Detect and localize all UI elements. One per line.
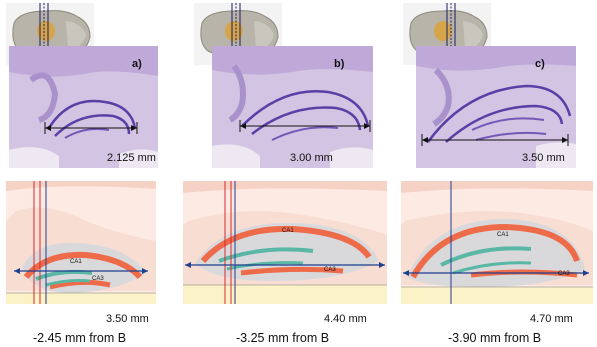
section-measure-b: 3.00 mm	[290, 152, 333, 164]
nissl-section-b	[212, 46, 373, 168]
panel-letter-c: c)	[535, 58, 545, 70]
atlas-measure-a: 3.50 mm	[106, 313, 149, 325]
caption-c: -3.90 mm from B	[448, 331, 542, 345]
atlas-measure-c: 4.70 mm	[530, 313, 573, 325]
atlas-ca1-label-b: CA1	[282, 228, 294, 234]
section-measure-a: 2.125 mm	[107, 152, 156, 164]
atlas-ca1-label-a: CA1	[70, 259, 82, 265]
atlas-diagram-b	[183, 181, 387, 304]
atlas-measure-b: 4.40 mm	[324, 313, 367, 325]
atlas-ca1-label-c: CA1	[497, 232, 509, 238]
atlas-ca3-label-c: CA3	[558, 271, 570, 277]
atlas-ca3-label-b: CA3	[324, 267, 336, 273]
atlas-diagram-c	[401, 181, 593, 304]
nissl-section-c	[416, 46, 576, 168]
section-measure-c: 3.50 mm	[522, 152, 565, 164]
panel-letter-a: a)	[132, 58, 142, 70]
atlas-diagram-a	[6, 181, 156, 304]
panel-letter-b: b)	[334, 58, 345, 70]
caption-b: -3.25 mm from B	[236, 331, 330, 345]
caption-a: -2.45 mm from B	[33, 331, 127, 345]
atlas-ca3-label-a: CA3	[92, 276, 104, 282]
nissl-section-a	[9, 46, 158, 168]
